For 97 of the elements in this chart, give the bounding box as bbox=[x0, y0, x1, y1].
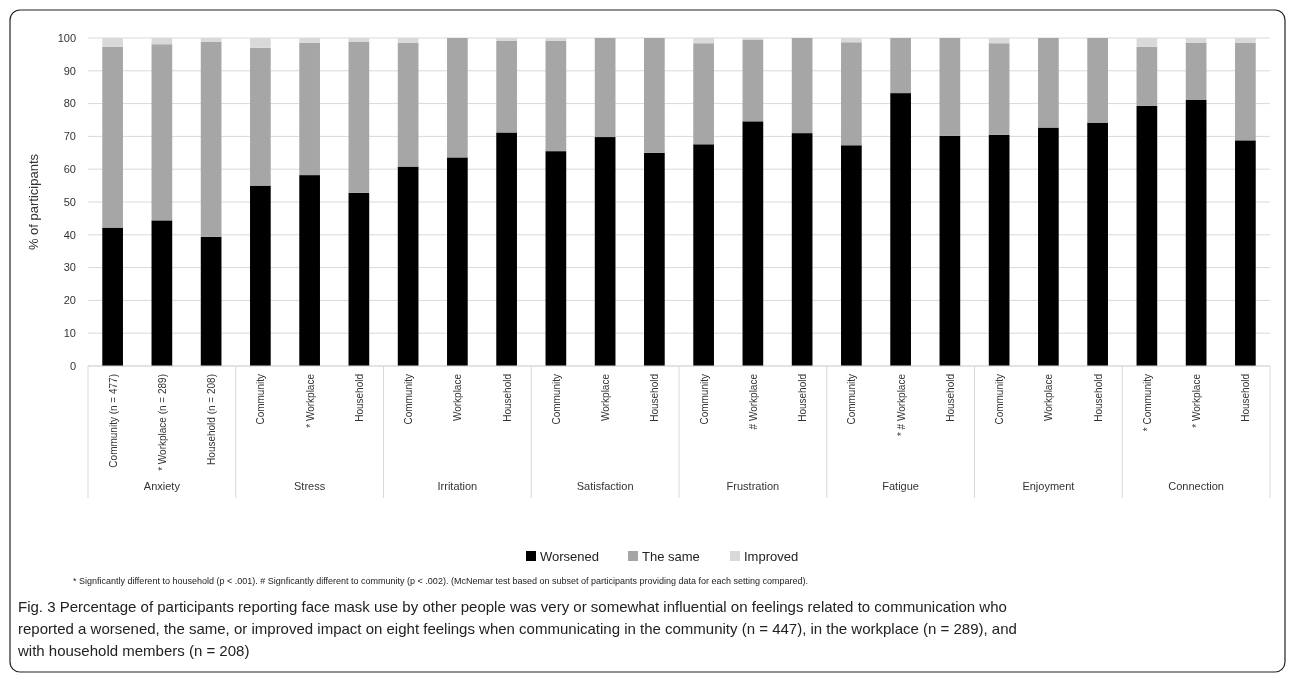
bar bbox=[742, 39, 764, 122]
x-tick-label: Workplace bbox=[600, 373, 612, 422]
x-tick-label: Community bbox=[403, 374, 415, 425]
x-tick-label: Household bbox=[1240, 374, 1252, 422]
text: Anxiety bbox=[143, 480, 181, 492]
bar bbox=[299, 175, 320, 366]
bar bbox=[348, 192, 370, 366]
y-tick-label: 80 bbox=[63, 97, 76, 110]
x-tick-label: * Community bbox=[1141, 374, 1153, 432]
x-tick-label: * Workplace (n = 289) bbox=[156, 374, 168, 471]
x-tick-label: Household bbox=[649, 374, 661, 422]
x-tick-label: Household bbox=[501, 374, 513, 422]
bar bbox=[1185, 99, 1207, 366]
bar bbox=[151, 44, 173, 221]
bar bbox=[644, 38, 665, 153]
bar bbox=[1235, 42, 1256, 141]
bar bbox=[397, 42, 419, 167]
bar bbox=[594, 38, 616, 138]
x-tick-label: Household bbox=[353, 374, 365, 422]
bar bbox=[1136, 46, 1158, 106]
x-tick-label: # Workplace bbox=[747, 373, 759, 430]
bar bbox=[988, 43, 1010, 135]
bar bbox=[890, 93, 911, 366]
caption: Fig. 3 Percentage of participants reporting face mask use by other people was very or somewhat influential on feelings related to communication who reported a worsened, the same, or improved impact on eight feelings when communicating in the community (n = 447), in the workplace (n = 289), and with household members (n = 208) bbox=[17, 598, 1017, 659]
x-tick-label: Community bbox=[698, 374, 710, 425]
y-tick-label: 50 bbox=[63, 195, 76, 208]
x-tick-label: * Workplace bbox=[304, 373, 316, 428]
x-tick-label: Workplace bbox=[1043, 373, 1055, 422]
bar bbox=[791, 133, 813, 366]
x-tick-label: Community (n = 477) bbox=[107, 374, 119, 468]
x-tick-label: Household bbox=[797, 374, 809, 422]
bar bbox=[250, 47, 271, 186]
bar bbox=[939, 135, 961, 366]
y-tick-label: 40 bbox=[63, 228, 76, 241]
bar bbox=[1038, 127, 1059, 366]
bar bbox=[397, 166, 419, 366]
bar bbox=[939, 38, 961, 136]
y-tick-label: 10 bbox=[63, 327, 76, 340]
x-tick-label: Household (n = 208) bbox=[206, 374, 218, 465]
bar bbox=[447, 38, 468, 158]
bar bbox=[545, 151, 567, 366]
bar bbox=[1038, 38, 1059, 128]
bar bbox=[200, 41, 222, 237]
bar bbox=[841, 145, 862, 366]
legend-label: Improved bbox=[744, 548, 799, 564]
x-tick-label: Community bbox=[994, 374, 1006, 425]
text: * Signficantly different to household (p < .001). # Signficantly different to community (p < .002). (McNemar test based on subset of participants providing data for each setting compared). bbox=[73, 576, 809, 586]
bar bbox=[693, 144, 714, 366]
legend-label: Worsened bbox=[540, 548, 600, 564]
y-tick-label: 100 bbox=[57, 31, 76, 44]
y-tick-label: 20 bbox=[63, 294, 76, 307]
text: Fatigue bbox=[882, 480, 919, 492]
bar bbox=[890, 38, 911, 94]
text: Frustration bbox=[726, 480, 780, 492]
x-tick-label: Household bbox=[1092, 374, 1104, 422]
bar bbox=[102, 46, 123, 228]
bar bbox=[1136, 105, 1158, 366]
text: Irritation bbox=[437, 480, 478, 492]
x-tick-label: Workplace bbox=[452, 373, 464, 422]
bar bbox=[742, 121, 764, 366]
text: Satisfaction bbox=[576, 480, 634, 492]
y-tick-label: 30 bbox=[63, 261, 76, 274]
bar bbox=[693, 43, 714, 145]
bar bbox=[1087, 38, 1108, 123]
bar bbox=[299, 42, 320, 176]
bar bbox=[250, 185, 271, 366]
bar bbox=[1235, 140, 1256, 366]
x-tick-label: * Workplace bbox=[1191, 373, 1203, 428]
bar bbox=[841, 42, 862, 146]
y-tick-label: 70 bbox=[63, 130, 76, 143]
x-tick-label: Community bbox=[846, 374, 858, 425]
x-tick-label: Community bbox=[255, 374, 267, 425]
bar bbox=[1185, 42, 1207, 100]
bar bbox=[348, 41, 370, 193]
bar bbox=[200, 236, 222, 366]
bar bbox=[791, 38, 813, 134]
y-axis-title: % of participants bbox=[26, 153, 41, 251]
bar bbox=[644, 152, 665, 366]
x-tick-label: * # Workplace bbox=[895, 373, 907, 437]
text: Enjoyment bbox=[1022, 480, 1075, 492]
bar bbox=[447, 157, 468, 366]
legend-label: The same bbox=[642, 548, 700, 564]
bar bbox=[545, 40, 567, 152]
bar bbox=[102, 227, 123, 366]
text: Stress bbox=[294, 480, 326, 492]
y-tick-label: 90 bbox=[63, 64, 76, 77]
bar bbox=[594, 137, 616, 366]
x-tick-label: Community bbox=[550, 374, 562, 425]
bar bbox=[496, 40, 517, 133]
bar bbox=[496, 132, 517, 366]
bar bbox=[988, 134, 1010, 366]
bar bbox=[151, 220, 173, 366]
text: Connection bbox=[1168, 480, 1224, 492]
y-tick-label: 60 bbox=[63, 163, 76, 176]
bar bbox=[1087, 122, 1108, 366]
y-tick-label: 0 bbox=[69, 359, 76, 372]
x-tick-label: Household bbox=[944, 374, 956, 422]
